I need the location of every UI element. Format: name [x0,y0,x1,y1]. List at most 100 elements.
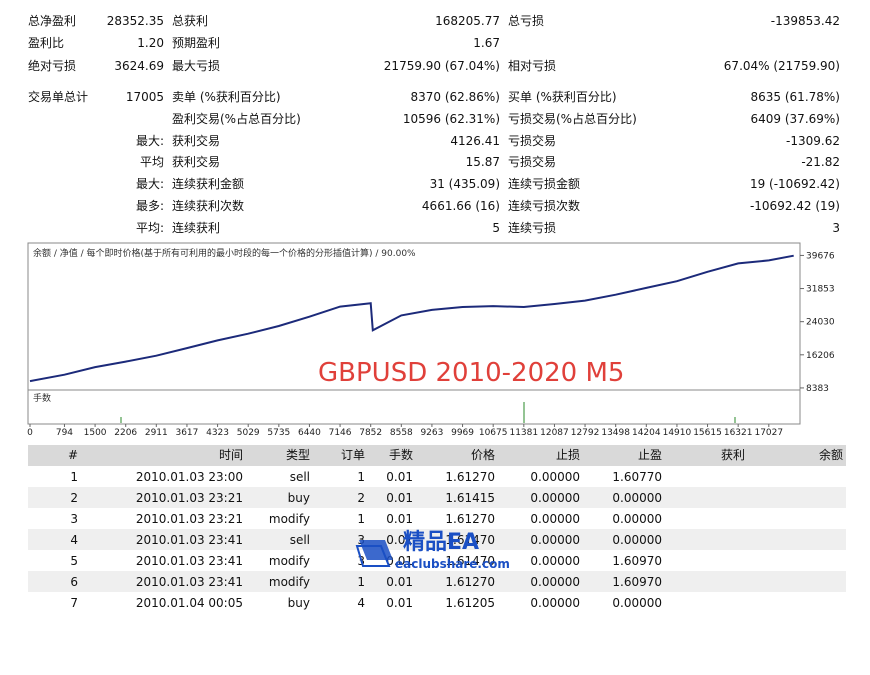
column-header: 类型 [285,448,310,462]
table-cell: 2 [70,491,78,505]
column-header: 订单 [340,448,365,462]
table-cell: 1 [70,470,78,484]
stat-label: 总净盈利 [28,14,77,28]
table-cell: 4 [357,596,365,610]
stat-prefix: 最大: [135,177,164,191]
column-header: 价格 [470,448,495,462]
stat-label: 连续亏损 [508,221,557,235]
balance-line [29,254,794,383]
table-cell: 1 [357,470,365,484]
stat-label: 连续获利金额 [172,177,245,191]
table-row [28,466,846,487]
stat-value: -1309.62 [786,134,840,148]
stat-value: 6409 (37.69%) [750,112,840,126]
stat-value: -139853.42 [770,14,840,28]
table-cell: modify [268,575,310,589]
stat-value: 168205.77 [435,14,500,28]
x-tick-label: 14204 [632,428,661,438]
stat-value: 1.20 [137,36,164,50]
volume-frame [27,389,801,425]
table-cell: 2010.01.03 23:21 [135,512,243,526]
stat-label: 亏损交易(%占总百分比) [508,112,637,126]
stat-value: 1.67 [473,36,500,50]
stat-value: -21.82 [801,155,840,169]
table-cell: 5 [70,554,78,568]
table-cell: 2010.01.03 23:21 [135,491,243,505]
stat-value: 17005 [125,90,164,104]
table-cell: 4 [70,533,78,547]
table-cell: 1.61470 [445,533,495,547]
column-header: 时间 [218,448,243,462]
table-cell: 0.00000 [530,512,580,526]
table-cell: 6 [70,575,78,589]
watermark: 精品EA eaclubshare.com [355,530,525,574]
y-tick-label: 31853 [806,285,835,295]
table-cell: 0.00000 [530,533,580,547]
chart-frame [27,242,801,391]
stat-label: 卖单 (%获利百分比) [172,90,281,104]
x-tick-label: 2206 [114,428,137,438]
stat-prefix: 平均: [135,221,164,235]
chart-header: 余额 / 净值 / 每个即时价格(基于所有可利用的最小时段的每一个价格的分形插值… [33,247,416,259]
table-cell: 2010.01.03 23:00 [135,470,243,484]
table-row [28,571,846,592]
y-tick-label: 24030 [806,318,835,328]
table-cell: 1.61270 [445,575,495,589]
x-tick-label: 17027 [754,428,783,438]
stat-label: 总亏损 [508,14,545,28]
table-cell: 0.00000 [530,491,580,505]
table-cell: 0.01 [386,533,413,547]
table-cell: 1.60770 [612,470,662,484]
x-tick-label: 794 [56,428,73,438]
x-tick-label: 9263 [420,428,443,438]
table-cell: 0.01 [386,512,413,526]
column-header: 手数 [388,448,413,462]
stat-value: 19 (-10692.42) [749,177,840,191]
table-cell: 2010.01.03 23:41 [135,554,243,568]
table-cell: 0.01 [386,554,413,568]
stat-value: 67.04% (21759.90) [723,59,840,73]
chart-overlay: GBPUSD 2010-2020 M5 [318,358,624,388]
stat-label: 买单 (%获利百分比) [508,90,617,104]
x-tick-label: 6440 [298,428,321,438]
x-tick-label: 14910 [663,428,692,438]
stat-label: 获利交易 [172,155,221,169]
x-tick-label: 13498 [601,428,630,438]
table-cell: 0.01 [386,491,413,505]
stat-label: 绝对亏损 [28,59,77,73]
table-cell: sell [289,533,310,547]
table-cell: modify [268,554,310,568]
watermark-url: eaclubshare.com [395,557,510,571]
table-cell: 0.00000 [612,491,662,505]
table-cell: 1.61270 [445,470,495,484]
table-cell: 7 [70,596,78,610]
column-header: # [67,448,78,462]
stat-value: 3624.69 [114,59,164,73]
stat-value: 10596 (62.31%) [402,112,500,126]
stat-label: 获利交易 [172,134,221,148]
x-tick-label: 5029 [237,428,260,438]
stat-label: 相对亏损 [508,59,557,73]
x-tick-label: 2911 [145,428,168,438]
column-header: 止盈 [637,448,662,462]
table-cell: 0.00000 [530,596,580,610]
x-tick-label: 12087 [540,428,569,438]
volume-bars [120,402,736,423]
stat-label: 连续亏损次数 [508,199,581,213]
stat-value: 8635 (61.78%) [750,90,840,104]
stat-label: 亏损交易 [508,134,557,148]
x-tick-label: 7852 [359,428,382,438]
table-cell: sell [289,470,310,484]
table-cell: 0.00000 [530,554,580,568]
stat-value: 21759.90 (67.04%) [383,59,500,73]
table-cell: 0.01 [386,470,413,484]
table-cell: 2010.01.03 23:41 [135,533,243,547]
volume-label: 手数 [33,392,51,404]
stat-label: 连续亏损金额 [508,177,581,191]
table-cell: 1.60970 [612,554,662,568]
table-cell: 1.60970 [612,575,662,589]
table-cell: 0.00000 [612,533,662,547]
stat-value: 28352.35 [106,14,164,28]
table-cell: 1 [357,575,365,589]
stat-value: 15.87 [465,155,500,169]
